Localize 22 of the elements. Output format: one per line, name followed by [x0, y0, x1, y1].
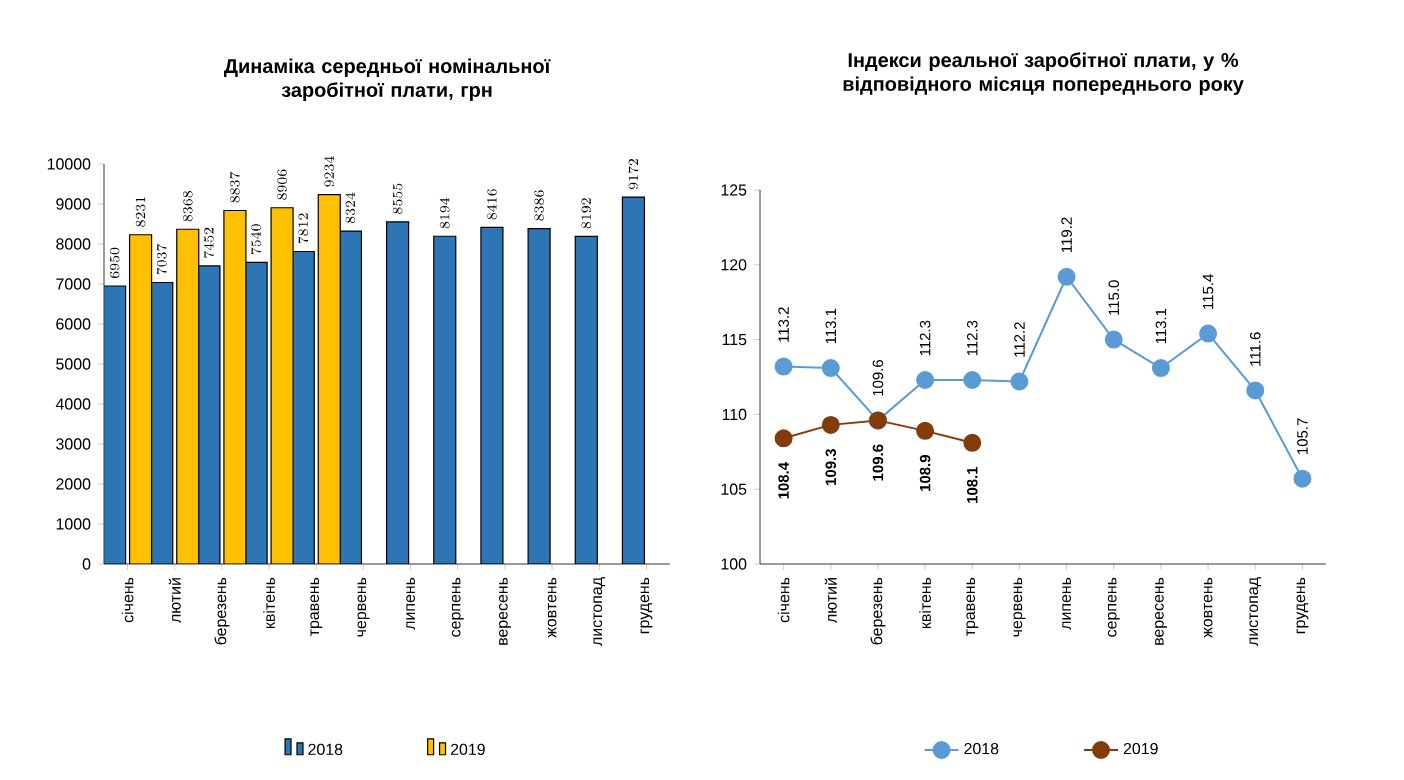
bar	[271, 207, 294, 564]
bar	[223, 210, 246, 564]
point	[1104, 330, 1123, 349]
point	[963, 370, 982, 389]
bar	[176, 229, 199, 564]
point	[1151, 359, 1170, 378]
bar	[129, 234, 152, 564]
bar	[317, 194, 341, 564]
point	[1057, 267, 1076, 286]
point	[1246, 381, 1265, 400]
chart-title: Індекси реальної заробітної плати, у % відповідного місяця попереднього року	[843, 52, 1244, 95]
chart-title: Динаміка середньої номінальної заробітної плати, грн	[224, 58, 551, 101]
point	[1293, 469, 1312, 488]
point	[1199, 324, 1218, 343]
point	[963, 433, 982, 452]
point	[916, 421, 935, 440]
point	[774, 429, 793, 448]
point	[821, 415, 840, 434]
point	[916, 370, 935, 389]
point	[1010, 372, 1029, 391]
point	[821, 359, 840, 378]
point	[774, 357, 793, 376]
